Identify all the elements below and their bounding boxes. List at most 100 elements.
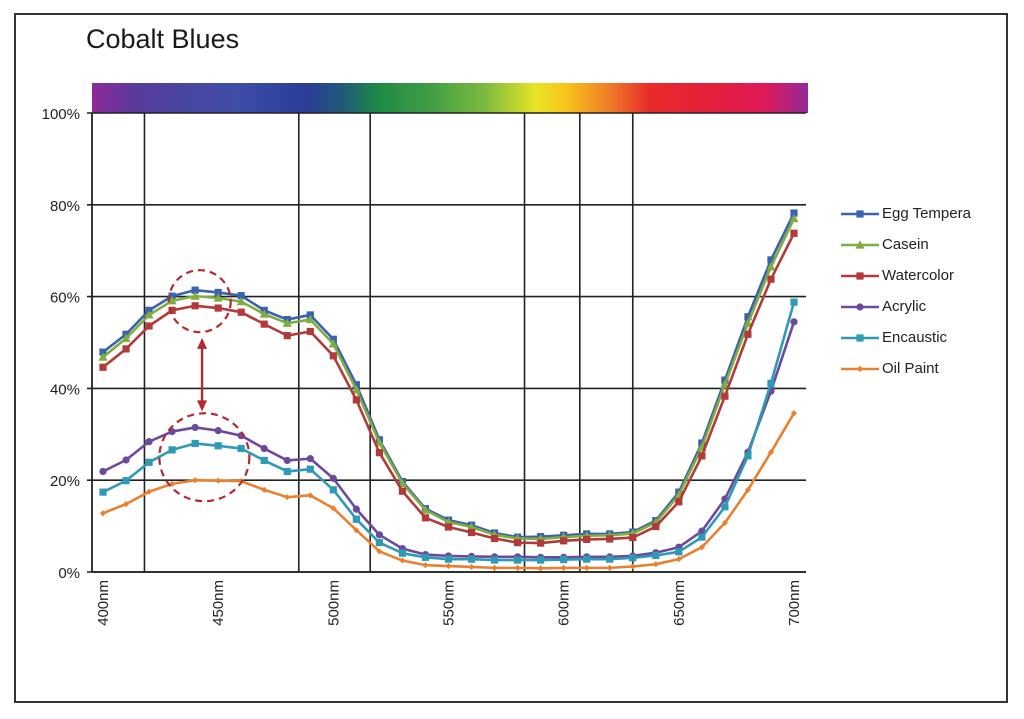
circle-marker [283,456,291,465]
legend-item: Acrylic [840,291,971,322]
circle-marker [375,531,383,539]
square-marker [767,256,775,264]
diamond-marker [99,510,107,517]
series-line [102,212,796,539]
square-marker [421,553,430,561]
square-marker [398,549,407,557]
y-tick-label: 100% [42,106,80,123]
diamond-marker [215,477,222,484]
square-marker [583,535,591,544]
square-marker [329,486,337,494]
triangle-marker [121,333,131,342]
diamond-marker [399,557,406,564]
square-marker [744,330,752,338]
diamond-marker [721,519,728,526]
square-marker [398,487,407,495]
square-marker [698,533,706,541]
triangle-marker [855,239,865,249]
spectrum-bar [92,83,808,113]
diamond-marker [122,500,130,508]
square-marker [352,515,360,523]
diamond-marker [307,492,314,499]
square-marker [99,348,107,356]
square-marker [583,555,591,563]
series-watercolor [99,229,798,547]
square-marker [375,449,383,457]
figure-frame [14,13,1008,703]
square-marker [537,556,545,564]
circle-marker [145,438,153,446]
square-marker [214,442,222,450]
triangle-marker [328,339,338,348]
square-marker [490,534,499,543]
diamond-marker [629,563,636,570]
square-marker [467,555,476,563]
x-tick-label: 450nm [210,580,227,626]
diamond-marker [698,544,705,551]
square-marker [744,452,752,460]
triangle-marker [305,314,315,324]
square-marker [283,332,291,340]
legend-item: Egg Tempera [840,198,971,229]
square-marker [375,539,383,547]
triangle-marker [466,522,477,531]
diamond-marker [284,494,291,501]
circle-marker [122,456,130,464]
diamond-marker [445,562,452,570]
square-marker [329,352,337,360]
diamond-marker [537,565,544,572]
square-marker [629,533,637,542]
triangle-marker [282,318,292,327]
legend-label: Encaustic [882,329,948,346]
square-marker [237,444,245,453]
square-marker [145,458,153,466]
square-marker [560,556,568,564]
triangle-marker [720,380,730,389]
x-tick-label: 600nm [556,580,573,626]
diamond-marker [261,486,268,493]
square-marker [421,514,430,522]
circle-marker [306,455,314,463]
square-marker [790,229,798,237]
square-marker [652,522,660,531]
legend-swatch-icon [841,302,879,311]
x-tick-label: 650nm [671,580,688,626]
legend-label: Oil Paint [882,360,939,377]
square-marker [306,327,314,336]
diamond-marker [790,410,798,417]
square-marker [214,288,222,297]
triangle-marker [259,309,269,318]
square-marker [260,320,268,328]
square-marker [444,555,453,563]
chart-title: Cobalt Blues [86,24,240,54]
square-marker [790,209,798,217]
square-marker [444,523,453,531]
square-marker [168,306,176,314]
square-marker [790,298,798,306]
square-marker [191,302,199,310]
triangle-marker [351,385,361,394]
triangle-marker [374,437,384,447]
legend-swatch-icon [841,365,879,372]
circle-marker [214,427,222,435]
circle-marker [856,302,864,311]
x-tick-label: 400nm [95,580,112,626]
triangle-marker [98,352,108,361]
y-tick-label: 0% [58,565,80,582]
diamond-marker [583,564,590,571]
square-marker [767,379,775,387]
square-marker [721,392,729,400]
series-casein [98,213,799,543]
diamond-marker [856,365,864,372]
triangle-marker [420,505,431,514]
circle-marker [260,444,268,453]
circle-marker [191,423,199,432]
square-marker [629,554,637,562]
square-marker [721,503,729,511]
square-marker [675,498,683,506]
square-marker [352,381,360,389]
square-marker [490,556,499,564]
square-marker [675,548,683,556]
square-marker [260,456,268,465]
